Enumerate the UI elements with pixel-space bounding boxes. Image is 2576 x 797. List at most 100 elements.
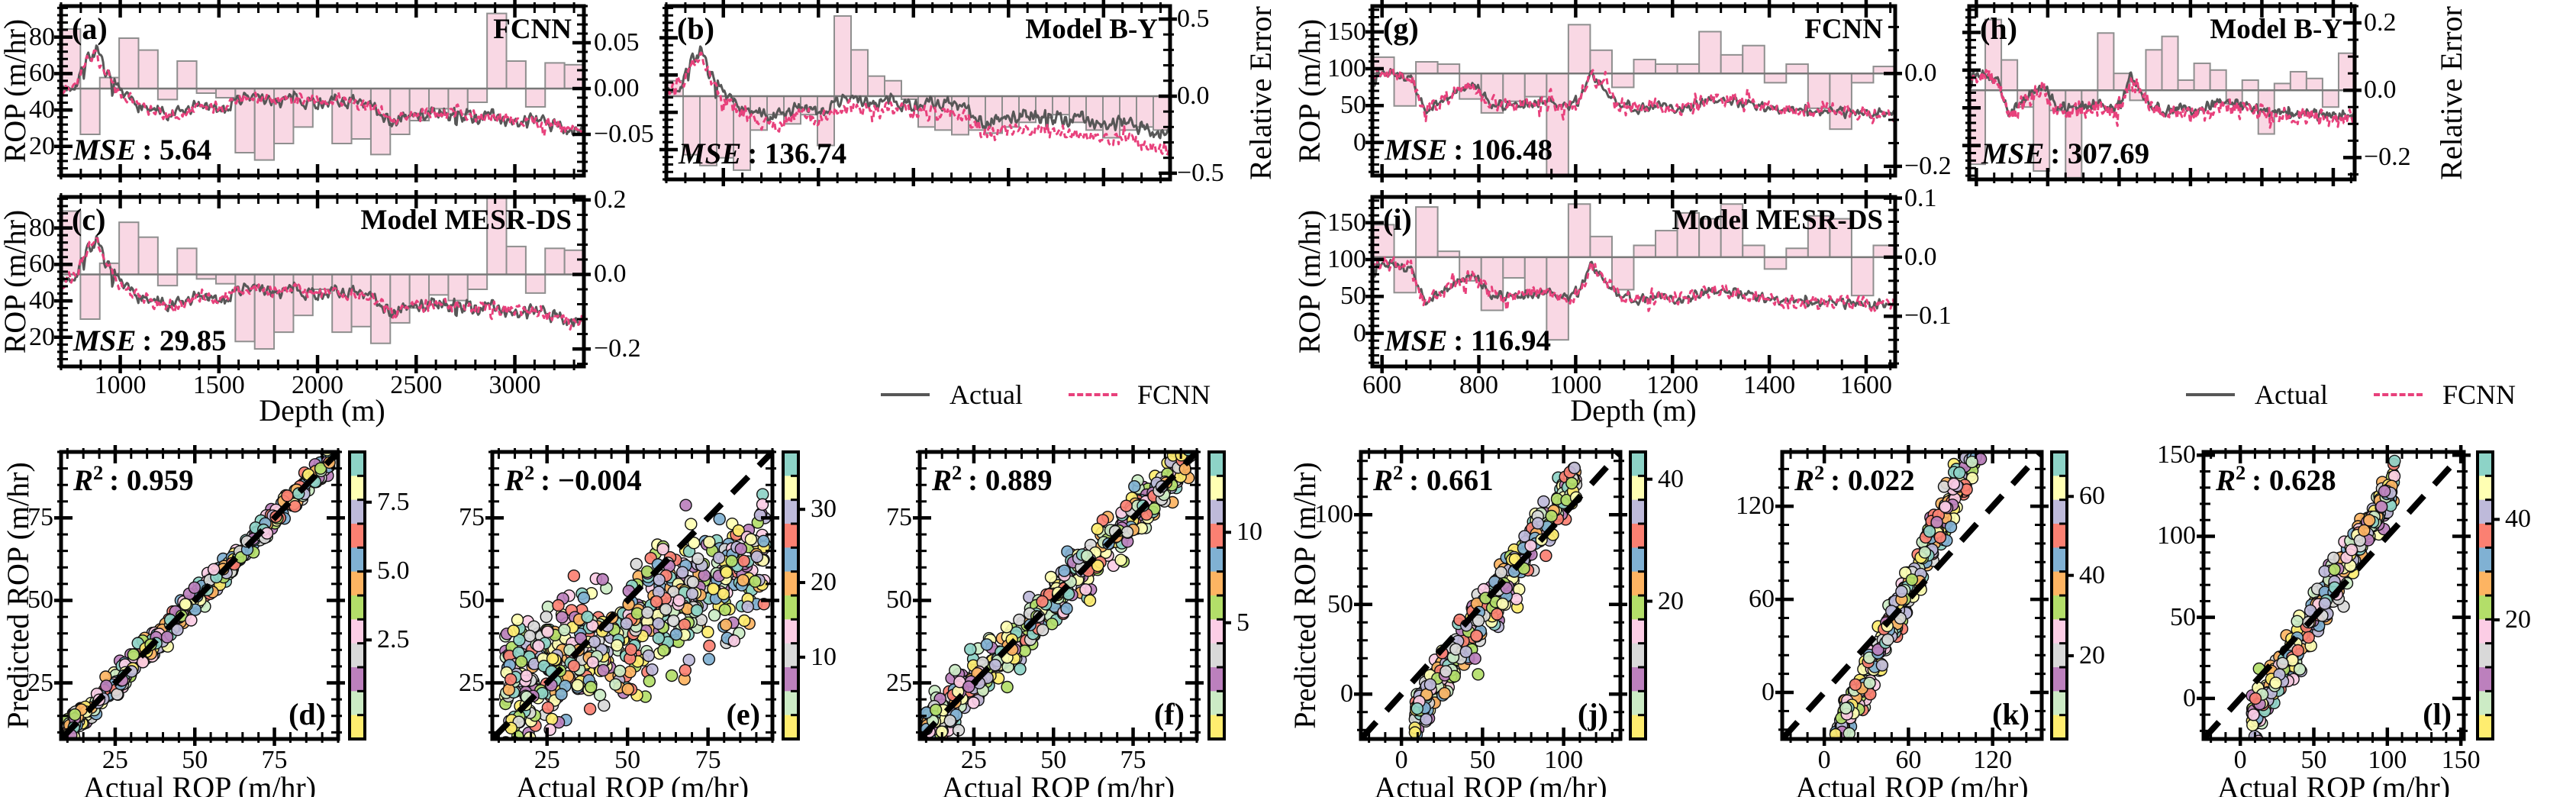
colorbar-segment (1630, 499, 1646, 524)
relative-error-bar (331, 273, 353, 334)
colorbar-segment (2478, 715, 2493, 740)
scatter-point (586, 656, 599, 669)
colorbar-segment (783, 499, 798, 524)
colorbar-segment (2478, 619, 2493, 644)
scatter-point (520, 670, 533, 682)
colorbar-segment (350, 715, 365, 740)
legend-right: Actual FCNN (2186, 379, 2516, 411)
scatter-point (567, 660, 581, 673)
relative-error-bar (1850, 256, 1875, 297)
scatter-point (1044, 570, 1058, 584)
scatter-point (583, 702, 597, 715)
scatter-point (713, 512, 726, 526)
relative-error-bar (447, 273, 469, 302)
scatter-point (720, 566, 733, 579)
scatter-point (1539, 549, 1552, 563)
relative-error-bar (682, 95, 701, 156)
scatter-point (68, 708, 82, 721)
relative-error-bar (524, 88, 546, 108)
relative-error-bar (176, 60, 198, 89)
relative-error-bar (486, 12, 508, 90)
scatter-point (588, 635, 601, 648)
relative-error-bar (1829, 73, 1852, 131)
relative-error-bar (1502, 73, 1526, 102)
scatter-point (2378, 485, 2391, 498)
scatter-point (1449, 643, 1462, 656)
scatter-point (2291, 615, 2304, 628)
scatter-point (929, 749, 940, 760)
colorbar-segment (783, 547, 798, 573)
relative-error-bar (2305, 77, 2323, 92)
scatter-point (621, 682, 634, 695)
scatter-point (1881, 633, 1894, 647)
scatter-point (656, 543, 669, 556)
relative-error-bar (1742, 244, 1765, 258)
scatter-point (988, 659, 1002, 672)
scatter-point (514, 655, 528, 668)
scatter-point (1895, 585, 1908, 598)
scatter-point (502, 683, 515, 696)
scatter-panel-k (1775, 421, 2074, 767)
relative-error-bar (1655, 63, 1678, 75)
colorbar-segment (2478, 643, 2493, 668)
legend-actual-label: Actual (949, 379, 1023, 410)
colorbar-segment (1209, 524, 1224, 548)
scatter-point (614, 664, 627, 678)
scatter-point (2358, 524, 2371, 537)
scatter-point (923, 741, 934, 753)
relative-error-bar (292, 273, 314, 317)
relative-error-bar (369, 88, 392, 156)
colorbar-segment (350, 619, 365, 644)
relative-error-bar (118, 221, 140, 276)
scatter-point (734, 542, 747, 556)
relative-error-bar (563, 249, 584, 276)
scatter-point (597, 663, 610, 677)
scatter-panel-f (913, 445, 1231, 760)
relative-error-bar (428, 88, 450, 110)
scatter-point (685, 587, 699, 600)
colorbar-segment (350, 524, 365, 548)
colorbar-segment (2052, 524, 2067, 548)
scatter-point (1440, 665, 1452, 678)
relative-error-bar (505, 60, 527, 89)
scatter-point (1491, 608, 1504, 621)
scatter-point (185, 614, 198, 627)
scatter-point (1531, 517, 1545, 530)
colorbar-segment (783, 619, 798, 644)
scatter-point (541, 701, 555, 715)
scatter-point (1060, 602, 1073, 615)
scatter-point (1524, 539, 1537, 553)
colorbar-segment (783, 643, 798, 668)
relative-error-bar (2001, 59, 2019, 92)
scatter-point (1839, 702, 1852, 715)
relative-error-bar (544, 247, 566, 276)
relative-error-bar (524, 273, 546, 294)
scatter-point (571, 679, 584, 692)
scatter-point (1496, 597, 1509, 611)
colorbar-segment (1209, 547, 1224, 573)
scatter-point (1831, 756, 1843, 767)
scatter-point (980, 638, 994, 651)
scatter-point (1091, 522, 1104, 536)
legend-actual-label: Actual (2255, 379, 2328, 410)
scatter-point (653, 573, 666, 586)
scatter-point (928, 740, 940, 751)
scatter-point (665, 669, 679, 682)
relative-error-bar (833, 15, 852, 97)
colorbar-segment (1630, 547, 1646, 573)
scatter-point (717, 587, 730, 601)
scatter-point (685, 518, 698, 531)
scatter-point (756, 498, 769, 511)
scatter-point (171, 623, 184, 637)
scatter-point (1545, 509, 1558, 523)
colorbar-segment (2478, 547, 2493, 573)
relative-error-bar (1567, 24, 1591, 75)
scatter-point (2276, 657, 2289, 670)
scatter-point (1968, 421, 1979, 433)
fcnn-line-sample (1068, 393, 1117, 396)
relative-error-bar (1676, 211, 1701, 258)
scatter-point (513, 757, 524, 768)
scatter-point (679, 663, 692, 677)
scatter-point (504, 673, 517, 686)
